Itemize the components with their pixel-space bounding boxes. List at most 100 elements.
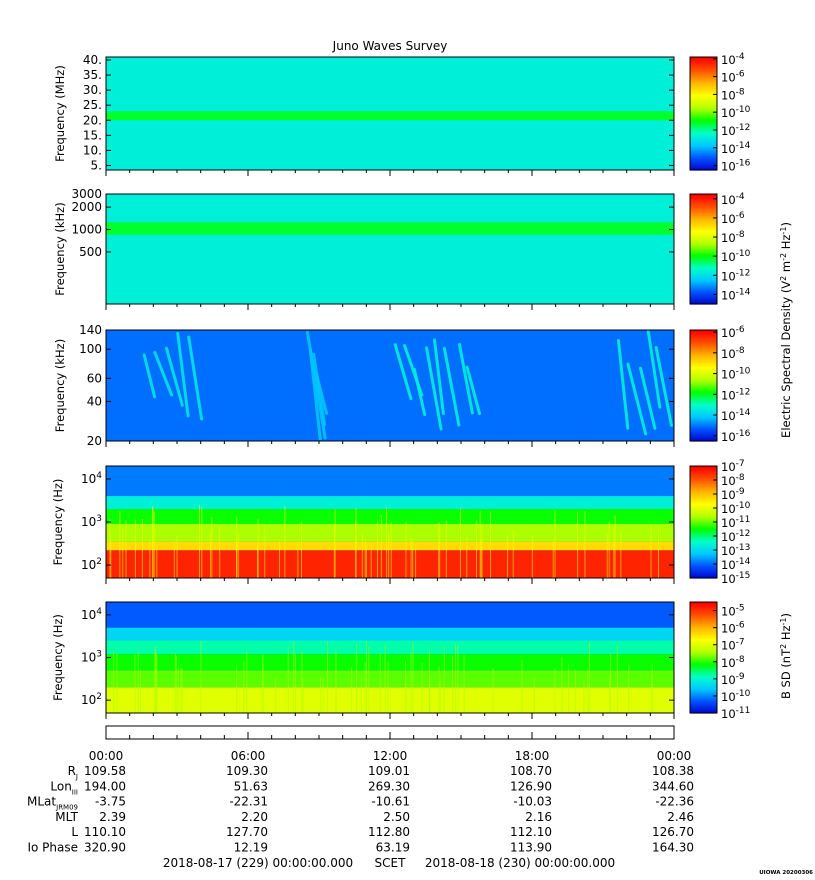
colorbar-tick-label: 10-4	[721, 52, 745, 67]
ephemeris-table: RJ 109.58 109.30 109.01 108.70 108.38 LonIII 19…	[27, 764, 694, 855]
ephemeris-value: 126.90	[510, 779, 552, 793]
ephemeris-value: 113.90	[510, 841, 552, 855]
colorbar-segment	[690, 199, 717, 202]
colorbar-segment	[690, 685, 717, 688]
spectral-band	[106, 496, 674, 510]
colorbar-tick-label: 10-7	[721, 459, 745, 474]
y-tick-label: 20.	[83, 113, 102, 127]
footer-scet-label: SCET	[375, 856, 407, 870]
colorbar-segment	[690, 679, 717, 683]
colorbar-segment	[690, 394, 717, 398]
spectrogram-background	[106, 194, 674, 304]
colorbar-segment	[690, 469, 717, 473]
colorbar-segment	[690, 664, 717, 668]
colorbar-tick-label: 10-11	[721, 515, 750, 530]
spectral-band	[106, 509, 674, 524]
colorbar-segment	[690, 426, 717, 429]
footer-end-time: 2018-08-18 (230) 00:00:00.000	[425, 856, 615, 870]
spectral-streaks	[109, 505, 660, 578]
colorbar-segment	[690, 195, 717, 199]
colorbar-segment	[690, 497, 717, 501]
colorbar-segment	[690, 677, 717, 681]
colorbar-segment	[690, 703, 717, 707]
colorbar-tick-label: 10-5	[721, 604, 745, 619]
colorbar-segment	[690, 431, 717, 435]
ephemeris-label: MLT	[55, 810, 78, 824]
colorbar-tick-label: 10-8	[721, 87, 745, 102]
colorbar-tick-label: 10-6	[721, 621, 745, 636]
colorbar-segment	[690, 672, 717, 675]
colorbar-segment	[690, 136, 717, 139]
y-tick-label: 15.	[83, 128, 102, 142]
spectral-band	[106, 627, 674, 641]
colorbar-segment	[690, 473, 717, 476]
ephemeris-value: 2.16	[525, 810, 552, 824]
colorbar-tick-label: 10-12	[721, 387, 750, 402]
ephemeris-value: -22.36	[655, 795, 694, 809]
colorbar-segment	[690, 563, 717, 566]
colorbar-segment	[690, 201, 717, 204]
colorbar-segment	[690, 285, 717, 289]
colorbar-segment	[690, 70, 717, 73]
colorbar-segment	[690, 278, 717, 281]
colorbar-tick-label: 10-10	[721, 689, 751, 704]
colorbar-segment	[690, 119, 717, 122]
spectrogram-panel: 104 103 102 Frequency (Hz)	[51, 465, 675, 584]
colorbar-segment	[690, 158, 717, 162]
colorbar-segment	[690, 400, 717, 403]
colorbar-segment	[690, 124, 717, 128]
colorbar-tick-label: 10-12	[721, 268, 750, 283]
colorbar-segment	[690, 230, 717, 234]
colorbar-segment	[690, 151, 717, 154]
colorbar-segment	[690, 107, 717, 111]
colorbar-segment	[690, 477, 717, 480]
colorbar-segment	[690, 707, 717, 710]
colorbar-segment	[690, 548, 717, 551]
colorbar-tick-label: 10-12	[721, 123, 750, 138]
colorbar-segment	[690, 644, 717, 647]
footer-stamp: UIOWA 20200306	[759, 870, 813, 876]
electric-colorbar-label: Electric Spectral Density (V2 m-2 Hz-1)	[779, 222, 793, 438]
colorbar-segment	[690, 154, 717, 158]
colorbar-segment	[690, 637, 717, 640]
y-tick-label: 5.	[91, 158, 102, 172]
emission-feature	[305, 330, 329, 441]
colorbar-tick-label: 10-14	[721, 141, 751, 156]
colorbar-tick-label: 10-14	[721, 557, 751, 572]
colorbar-segment	[690, 510, 717, 514]
colorbar-segment	[690, 274, 717, 278]
colorbar: 10-5 10-6 10-7 10-8 10-9 10-10 10-11	[689, 601, 751, 721]
colorbar-segment	[690, 488, 717, 491]
colorbar-segment	[690, 300, 717, 303]
colorbar-segment	[690, 467, 717, 471]
time-tick-label: 12:00	[373, 749, 408, 763]
colorbar-segment	[690, 559, 717, 562]
colorbar-segment	[690, 105, 717, 109]
spectral-band	[106, 550, 674, 578]
colorbar-segment	[690, 520, 717, 523]
colorbar-segment	[690, 249, 717, 252]
colorbar-segment	[690, 339, 717, 342]
colorbar-segment	[690, 555, 717, 559]
colorbar-segment	[690, 566, 717, 570]
colorbar-segment	[690, 629, 717, 633]
time-tick-label: 00:00	[657, 749, 692, 763]
emission-streak	[412, 367, 427, 417]
colorbar-segment	[690, 271, 717, 274]
colorbar-segment	[690, 633, 717, 636]
colorbar-segment	[690, 676, 717, 679]
colorbar-tick-label: 10-10	[721, 249, 751, 264]
colorbar-segment	[690, 130, 717, 133]
colorbar-segment	[690, 535, 717, 538]
colorbar-segment	[690, 404, 717, 407]
colorbar-segment	[690, 341, 717, 344]
colorbar-segment	[690, 653, 717, 657]
emission-streak	[654, 345, 673, 427]
colorbar-tick-label: 10-4	[721, 192, 745, 207]
y-tick-label: 1000	[71, 223, 102, 237]
ephemeris-label: Io Phase	[27, 841, 78, 855]
colorbar-segment	[690, 208, 717, 212]
colorbar-segment	[690, 344, 717, 348]
colorbar-segment	[690, 168, 717, 171]
colorbar-segment	[690, 379, 717, 383]
